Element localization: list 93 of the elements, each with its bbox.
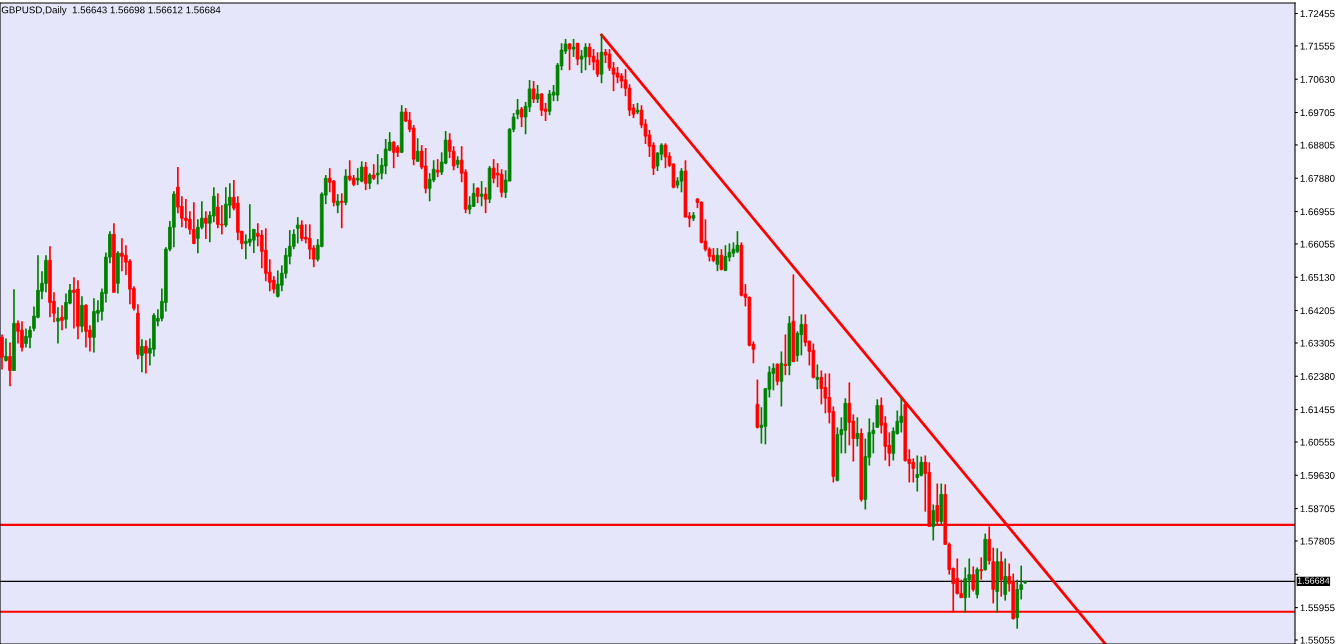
candlestick bbox=[24, 327, 28, 349]
candlestick bbox=[204, 210, 208, 240]
candlestick bbox=[519, 106, 524, 128]
candlestick bbox=[575, 42, 580, 67]
y-tick-label: 1.61455 bbox=[1300, 406, 1335, 414]
candlestick bbox=[567, 42, 572, 72]
candlestick bbox=[735, 230, 740, 254]
candlestick bbox=[347, 159, 352, 182]
candlestick bbox=[275, 269, 280, 299]
candlestick bbox=[755, 378, 760, 430]
y-tick-label: 1.66055 bbox=[1300, 240, 1335, 248]
candlestick bbox=[535, 84, 540, 104]
candlestick bbox=[539, 92, 544, 117]
candlestick bbox=[20, 320, 24, 353]
chart-title: GBPUSD,Daily 1.56643 1.56698 1.56612 1.56684 bbox=[1, 6, 221, 16]
candlestick bbox=[415, 137, 420, 163]
y-tick-label: 1.57805 bbox=[1300, 537, 1335, 545]
candlestick bbox=[971, 565, 976, 593]
candlestick bbox=[775, 362, 780, 387]
candlestick bbox=[595, 51, 600, 78]
candlestick bbox=[499, 168, 504, 199]
candlestick bbox=[815, 363, 820, 391]
candlestick bbox=[4, 337, 8, 363]
candlestick bbox=[803, 313, 808, 348]
candlestick bbox=[56, 306, 60, 345]
candlestick bbox=[363, 161, 368, 191]
candlestick bbox=[931, 503, 936, 542]
candlestick bbox=[467, 195, 472, 216]
candlestick bbox=[144, 339, 148, 375]
y-tick-label: 1.64205 bbox=[1300, 307, 1335, 315]
candlestick bbox=[339, 192, 344, 230]
candlestick bbox=[224, 186, 228, 229]
candlestick bbox=[355, 167, 360, 186]
candlestick bbox=[184, 198, 188, 230]
candlestick bbox=[855, 416, 860, 448]
candlestick bbox=[383, 138, 388, 176]
candlestick bbox=[72, 276, 76, 330]
y-tick-label: 1.55955 bbox=[1300, 604, 1335, 612]
y-tick-label: 1.68805 bbox=[1300, 141, 1335, 149]
candlestick bbox=[571, 38, 576, 58]
y-tick-label: 1.65130 bbox=[1300, 273, 1335, 281]
ref-line-label: 1.56684 bbox=[1297, 577, 1330, 584]
candlestick bbox=[120, 237, 124, 272]
y-tick-label: 1.70630 bbox=[1300, 75, 1335, 83]
candlestick bbox=[847, 381, 852, 447]
candlestick bbox=[819, 369, 824, 406]
candlestick bbox=[140, 338, 144, 374]
y-tick-label: 1.67880 bbox=[1300, 174, 1335, 182]
candlestick bbox=[779, 350, 784, 408]
candlestick bbox=[723, 244, 728, 272]
candlestick bbox=[80, 295, 84, 334]
candlestick bbox=[295, 216, 300, 245]
y-tick-label: 1.55055 bbox=[1300, 636, 1335, 644]
candlestick bbox=[715, 247, 720, 272]
candlestick bbox=[783, 333, 788, 377]
candlestick bbox=[479, 180, 484, 208]
candlestick bbox=[60, 304, 64, 332]
candlestick bbox=[483, 186, 488, 214]
candlestick bbox=[335, 193, 340, 214]
y-tick-label: 1.60555 bbox=[1300, 438, 1335, 446]
candlestick bbox=[491, 158, 496, 185]
candlestick bbox=[64, 292, 68, 330]
candlestick bbox=[915, 454, 920, 493]
candlestick bbox=[375, 153, 380, 186]
candlestick bbox=[216, 192, 220, 230]
y-tick-label: 1.59630 bbox=[1300, 472, 1335, 479]
candlestick bbox=[999, 550, 1004, 598]
y-tick-label: 1.66955 bbox=[1300, 208, 1335, 216]
candlestick bbox=[1003, 557, 1008, 602]
candlestick bbox=[979, 556, 984, 581]
candlestick bbox=[547, 89, 552, 117]
candlestick bbox=[299, 219, 304, 243]
candlestick bbox=[899, 396, 904, 434]
y-tick-label: 1.63305 bbox=[1300, 339, 1335, 347]
candlestick bbox=[959, 578, 964, 599]
candlestick bbox=[823, 372, 828, 415]
candlestick bbox=[679, 167, 684, 194]
y-tick-label: 1.69705 bbox=[1300, 109, 1335, 117]
y-tick-label: 1.58705 bbox=[1300, 505, 1335, 513]
candlestick bbox=[423, 147, 428, 195]
y-tick-label: 1.62380 bbox=[1300, 373, 1335, 380]
candlestick bbox=[435, 158, 440, 178]
candlestick bbox=[192, 201, 196, 245]
candlestick bbox=[583, 42, 588, 72]
y-tick-label: 1.71555 bbox=[1300, 42, 1335, 50]
candlestick bbox=[8, 341, 12, 388]
y-tick-label: 1.72455 bbox=[1300, 10, 1335, 18]
candlestick bbox=[0, 333, 4, 371]
candlestick bbox=[663, 142, 668, 169]
candlestick bbox=[531, 80, 536, 104]
candlestick bbox=[391, 140, 396, 169]
candlestick bbox=[587, 42, 592, 67]
candlestick bbox=[599, 33, 604, 85]
